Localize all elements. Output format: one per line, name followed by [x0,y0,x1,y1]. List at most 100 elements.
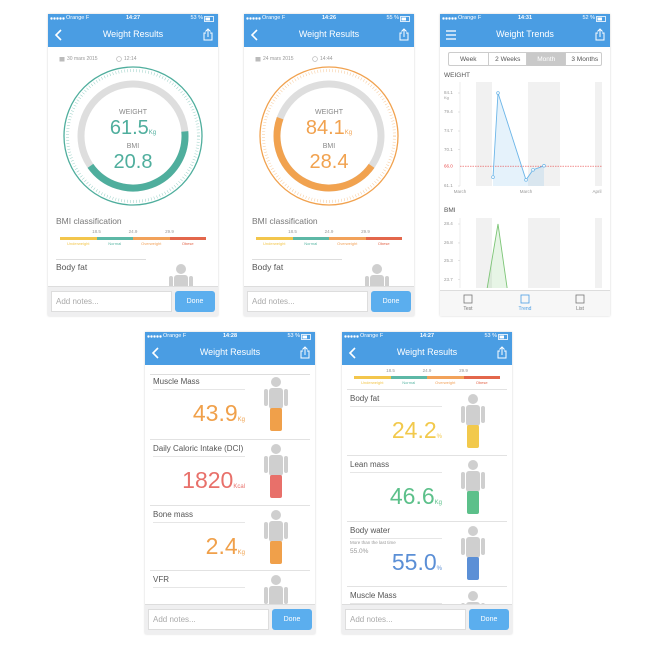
y-tick-label: 74.7 [444,128,453,133]
figure-arm [461,538,465,555]
phone-screen: Orange F 14:31 52 % Weight Trends Week 2 Week… [440,14,610,316]
figure-legs [467,557,479,580]
bmi-scale-segment [390,376,427,379]
separator [150,570,310,571]
y-tick-label: 25.3 [444,258,453,263]
figure-arm [284,522,288,539]
figure-arm [284,389,288,406]
figure-head [271,510,281,520]
figure-legs [270,408,282,431]
share-box [300,350,310,359]
y-tick-label: 61.1 [444,183,453,188]
bmi-scale-segment [292,237,329,240]
back-button[interactable] [150,347,162,359]
figure-head [372,264,382,274]
battery-icon [301,334,311,340]
figure-torso [269,521,283,542]
y-tick-label: 28.4 [444,221,453,226]
item-label: VFR [153,575,169,584]
share-button[interactable] [497,346,507,359]
separator [347,521,507,522]
share-button[interactable] [595,28,605,41]
signal-dot [156,335,159,338]
done-button[interactable]: Done [175,291,215,312]
figure-torso [466,537,480,558]
notes-input[interactable]: Add notes... [148,609,269,630]
item-previous: 55.0% [350,548,369,555]
notes-placeholder: Add notes... [153,615,196,624]
tab-item[interactable]: Test [453,291,483,316]
segmented-control: Week 2 Weeks Month 3 Months [448,52,602,66]
bmi-scale-label: Normal [108,241,122,246]
signal-dot [353,335,356,338]
bmi-chart: 28.4 26.8 25.3 23.7 [444,218,602,288]
tab-item[interactable]: List [565,291,595,316]
tab-icon [463,294,473,304]
series-line [486,223,508,288]
range-tab[interactable]: 2 Weeks [487,53,527,66]
bmi-classification-title: BMI classification [252,216,318,226]
signal-dot [258,17,261,20]
item-value: 46.6 [389,483,435,509]
calendar-icon [59,57,65,62]
bmi-scale-segment [60,237,97,240]
battery-level [401,17,406,21]
figure-arm [461,472,465,489]
bmi-scale-label: Normal [304,241,318,246]
share-button[interactable] [203,28,213,41]
bmi-label: BMI [322,143,336,150]
menu-button[interactable] [445,29,457,41]
bmi-scale-label: Normal [402,380,416,385]
figure-arm [481,472,485,489]
range-tab[interactable]: Week [449,53,488,66]
bmi-scale-label: Underweight [361,380,384,385]
item-value-row: 55.0% [392,551,442,574]
body-figure [264,444,288,498]
phone-screen: Orange F 14:26 55 % Weight Results 24 mars 2… [244,14,414,316]
battery-level [205,17,210,21]
range-tab[interactable]: 3 Months [564,53,604,66]
bmi-scale-label: Overweight [141,241,162,246]
notes-input[interactable]: Add notes... [51,291,172,312]
tab-item[interactable]: Trend [510,291,540,316]
back-button[interactable] [249,29,261,41]
bmi-label: BMI [126,143,140,150]
item-unit: Kcal [233,484,245,490]
bmi-value: 20.8 [113,151,153,173]
battery-text: 53 % [287,333,300,339]
notes-input[interactable]: Add notes... [345,609,466,630]
done-button[interactable]: Done [371,291,411,312]
bmi-scale-tick: 18.5 [288,229,297,234]
signal-dot [454,17,457,20]
tab-label: Trend [518,306,532,312]
separator [150,505,310,506]
done-button[interactable]: Done [469,609,509,630]
tab-icon-shape [463,294,473,304]
separator [153,587,245,588]
bmi-scale-tick: 29.9 [459,368,468,373]
back-chevron [54,29,62,41]
range-tab[interactable]: Month [526,53,565,66]
item-label: Daily Caloric Intake (DCI) [153,444,244,453]
back-button[interactable] [347,347,359,359]
chart-title: WEIGHT [444,72,470,79]
tab-bar: Test Trend List [440,290,610,316]
bmi-scale-tick: 18.5 [92,229,101,234]
share-button[interactable] [300,346,310,359]
data-point [491,175,495,179]
share-button[interactable] [399,28,409,41]
back-button[interactable] [53,29,65,41]
separator [350,538,442,539]
status-time: 14:31 [517,15,533,21]
weight-label: WEIGHT [119,109,147,116]
battery-level [597,17,602,21]
figure-arm [264,389,268,406]
notes-input[interactable]: Add notes... [247,291,368,312]
signal-dot [62,17,65,20]
status-time: 14:27 [419,333,435,339]
item-value: 2.4 [205,533,238,559]
done-button[interactable]: Done [272,609,312,630]
x-tick-label: March [520,189,533,194]
status-time: 14:27 [125,15,141,21]
